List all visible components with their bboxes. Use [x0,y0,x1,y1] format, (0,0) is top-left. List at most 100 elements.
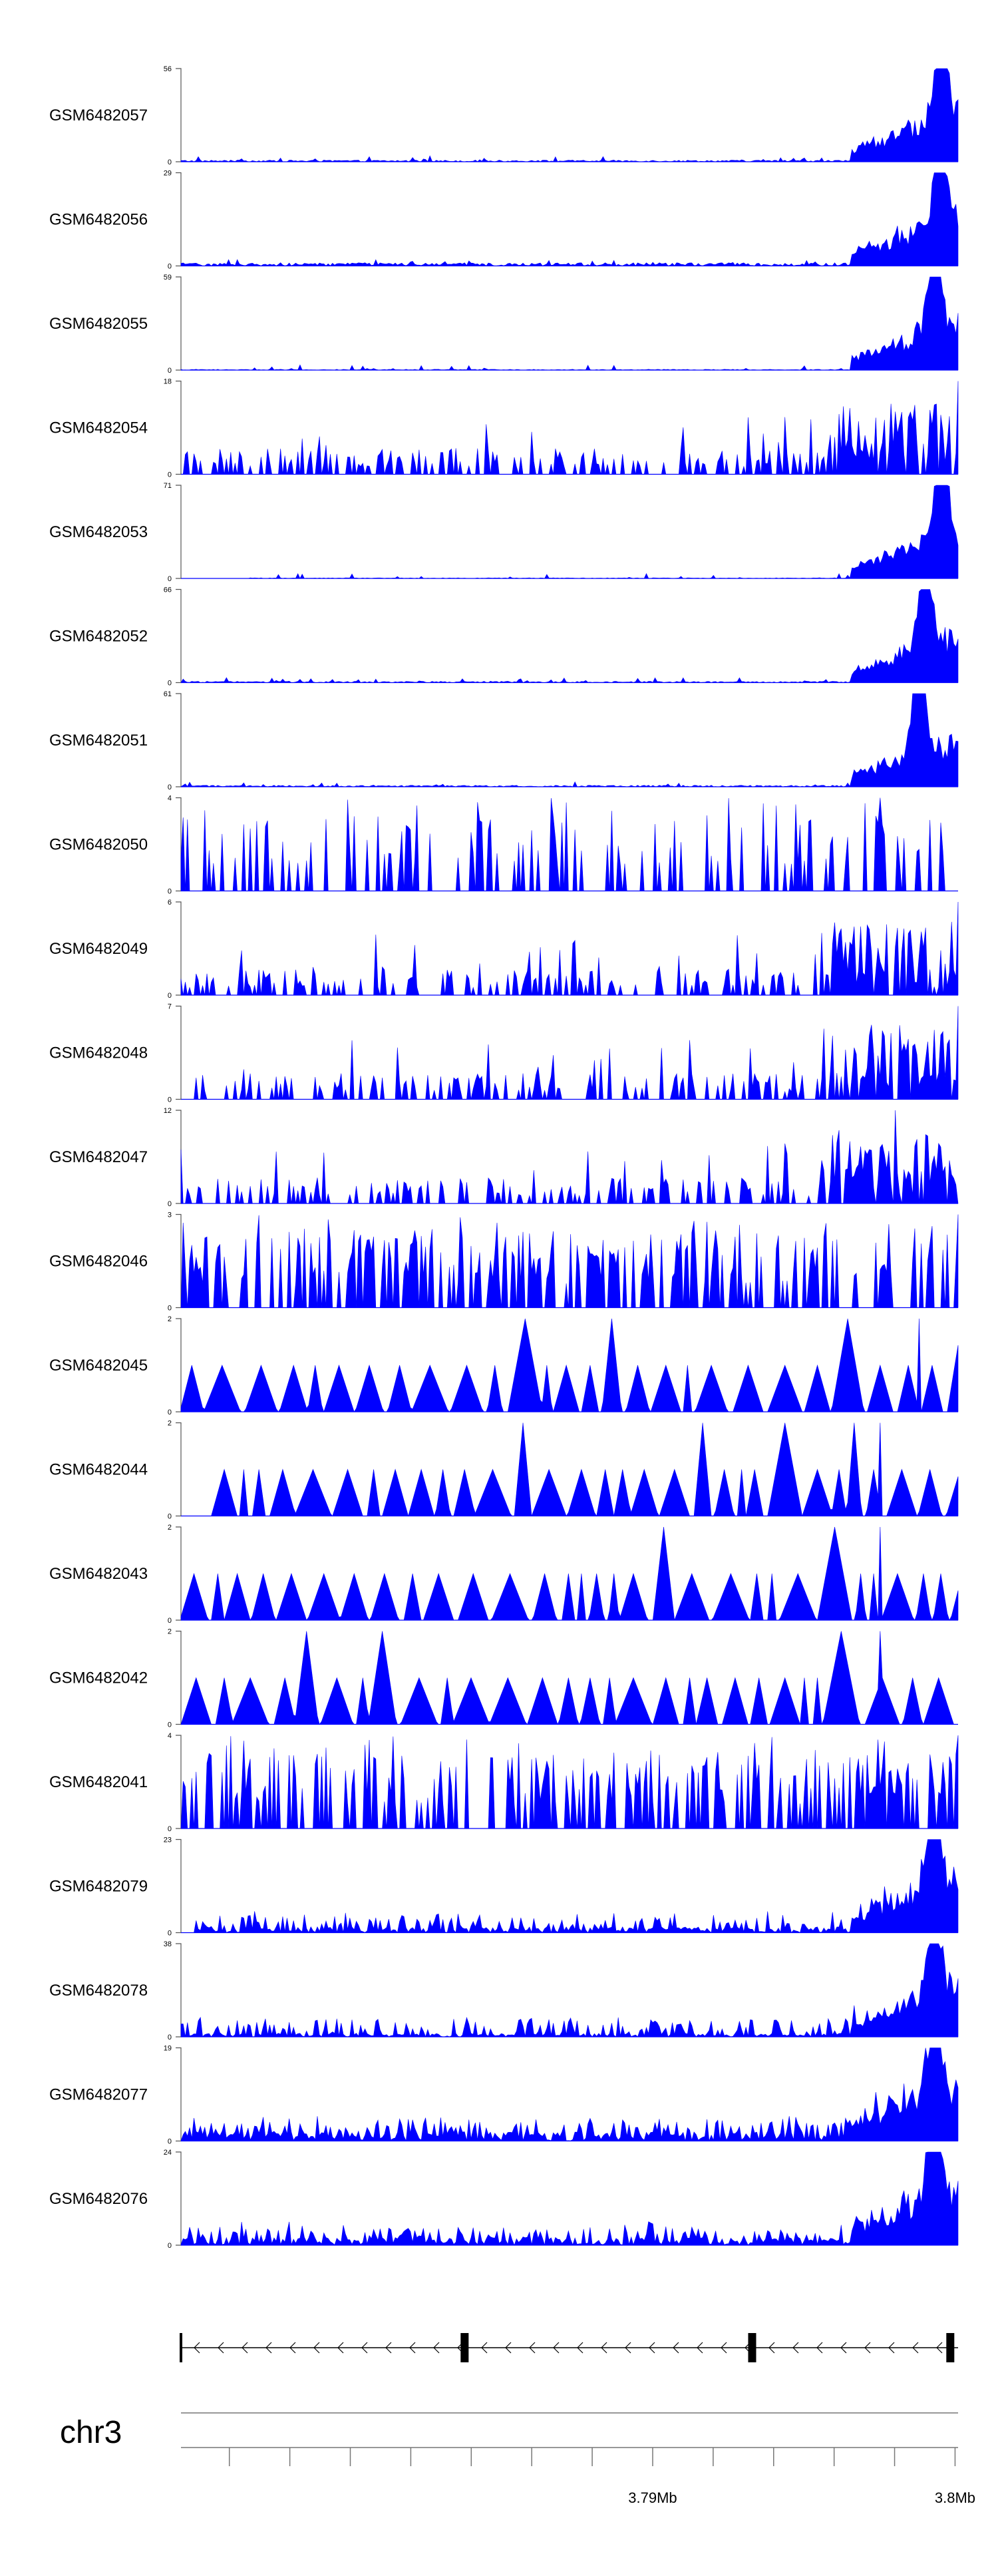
strand-arrow [864,2342,871,2354]
strand-arrow [888,2342,895,2354]
strand-arrow [361,2342,368,2354]
y-axis [176,276,182,371]
y-max-label: 6 [168,899,172,907]
strand-arrow [673,2342,679,2354]
y-min-label: 0 [168,888,172,896]
strand-arrow [792,2342,799,2354]
coverage-area [180,797,958,891]
x-tick-label: 3.79Mb [628,2489,677,2506]
gene-model-track [180,2333,958,2362]
strand-arrow [218,2342,224,2354]
strand-arrow [553,2342,560,2354]
coverage-track: GSM6482047 12 0 [49,1107,959,1208]
coverage-track: GSM6482046 3 0 [49,1211,959,1313]
track-label: GSM6482048 [49,1044,148,1062]
track-label: GSM6482054 [49,419,148,437]
coverage-track: GSM6482045 2 0 [49,1315,959,1416]
y-max-label: 4 [168,1732,172,1740]
y-axis [176,1838,182,1934]
y-axis [176,588,182,684]
coverage-area [181,381,959,475]
exon-block [460,2333,469,2362]
track-label: GSM6482050 [49,836,148,854]
track-label: GSM6482044 [49,1461,148,1479]
track-label: GSM6482046 [49,1253,148,1271]
y-max-label: 29 [164,170,172,178]
coverage-track: GSM6482042 2 0 [49,1628,958,1729]
y-axis [176,2047,182,2142]
coverage-track: GSM6482057 56 0 [49,65,959,166]
track-label: GSM6482047 [49,1148,148,1166]
y-min-label: 0 [168,158,172,166]
strand-arrow [433,2342,440,2354]
y-axis [176,1318,182,1412]
strand-arrow [721,2342,727,2354]
coverage-track: GSM6482052 66 0 [49,586,959,688]
y-axis [176,485,182,579]
y-min-label: 0 [168,1721,172,1729]
y-min-label: 0 [168,1930,172,1938]
strand-arrow [337,2342,344,2354]
y-axis [176,693,182,787]
strand-arrow [289,2342,296,2354]
y-max-label: 19 [164,2045,172,2053]
y-min-label: 0 [168,1305,172,1313]
y-axis [176,1005,182,1100]
coverage-area [180,1110,959,1204]
coverage-area [180,2047,959,2142]
strand-arrow [313,2342,320,2354]
coverage-track: GSM6482053 71 0 [49,482,959,583]
track-label: GSM6482055 [49,315,148,333]
y-min-label: 0 [168,1825,172,1833]
coverage-area [180,1318,959,1413]
chromosome-label: chr3 [60,2415,122,2450]
coverage-track: GSM6482056 29 0 [49,170,959,271]
y-min-label: 0 [168,2034,172,2041]
strand-arrow [481,2342,488,2354]
track-label: GSM6482049 [49,940,148,958]
y-axis [176,380,182,475]
y-max-label: 23 [164,1836,172,1844]
strand-arrow [649,2342,655,2354]
track-label: GSM6482053 [49,523,148,541]
y-max-label: 2 [168,1315,172,1323]
coverage-track: GSM6482044 2 0 [49,1420,959,1521]
y-axis [176,1110,182,1204]
exon-block [748,2333,756,2362]
coverage-track: GSM6482050 4 0 [49,795,958,896]
track-label: GSM6482041 [49,1773,148,1791]
coverage-area [180,1735,959,1829]
y-max-label: 66 [164,586,172,594]
coverage-area [180,1526,959,1621]
y-axis [176,2151,182,2246]
strand-arrow [409,2342,416,2354]
y-min-label: 0 [168,1617,172,1625]
y-axis [176,1213,182,1309]
strand-arrow [625,2342,631,2354]
coverage-track: GSM6482077 19 0 [49,2045,959,2146]
y-min-label: 0 [168,367,172,375]
strand-arrow [505,2342,512,2354]
y-max-label: 24 [164,2149,172,2157]
y-min-label: 0 [168,1513,172,1521]
chromosome-axis: chr3 3.79Mb 3.8Mb [60,2412,975,2506]
y-min-label: 0 [168,575,172,583]
coverage-track: GSM6482043 2 0 [49,1524,959,1625]
y-max-label: 2 [168,1524,172,1532]
y-axis [176,1630,182,1725]
coverage-area [180,1631,958,1725]
strand-arrow [936,2342,943,2354]
track-label: GSM6482079 [49,1878,148,1896]
y-axis [176,797,182,892]
coverage-track: GSM6482041 4 0 [49,1732,959,1833]
coverage-area [180,172,959,266]
coverage-area [181,1839,959,1934]
y-axis [176,1526,182,1621]
coverage-tracks: GSM6482057560GSM6482056290GSM6482055590G… [49,65,959,2250]
y-max-label: 71 [164,482,172,490]
coverage-area [180,1214,959,1308]
y-min-label: 0 [168,471,172,479]
y-axis [176,1422,182,1517]
y-min-label: 0 [168,680,172,688]
